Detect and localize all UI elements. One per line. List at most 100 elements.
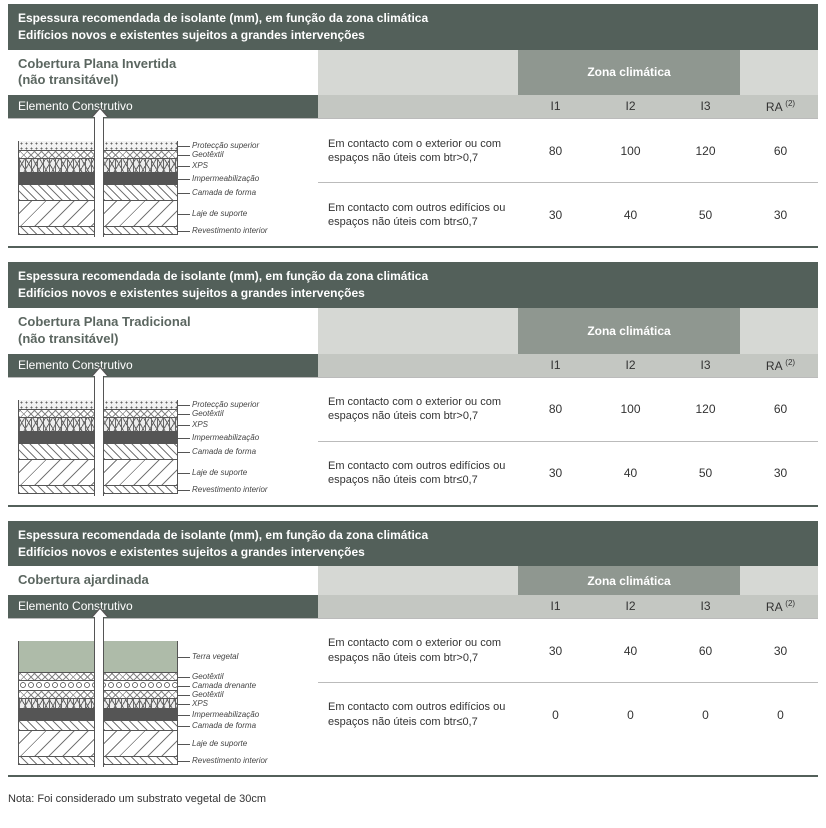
subtitle-row: Cobertura ajardinada Zona climática [8,566,818,595]
header-line-1: Espessura recomendada de isolante (mm), … [18,10,808,27]
value-cell: 120 [668,402,743,416]
value-cell: 30 [743,208,818,222]
col-header: I3 [668,595,743,618]
construction-diagram: Terra vegetalGeotêxtilCamada drenanteGeo… [18,627,298,765]
value-cell: 50 [668,466,743,480]
diagram-layer-label: Protecção superior [178,142,259,150]
header-line-1: Espessura recomendada de isolante (mm), … [18,268,808,285]
arrow-up-icon [94,113,104,237]
value-cell: 30 [743,466,818,480]
column-header-row: Elemento Construtivo I1I2I3RA (2) [8,354,818,377]
panel-note: Nota: Foi considerado um substrato veget… [8,791,818,811]
construction-diagram: Protecção superiorGeotêxtil XPS Impermeabi… [18,127,298,235]
value-cell: 40 [593,208,668,222]
diagram-layer-label: Revestimento interior [178,486,268,494]
diagram-layer-label: Revestimento interior [178,227,268,235]
diagram-layer-label: Geotêxtil [178,691,224,699]
value-cell: 30 [518,644,593,658]
panel-header: Espessura recomendada de isolante (mm), … [8,521,818,567]
diagram-layer-label: Geotêxtil [178,410,224,418]
header-line-2: Edifícios novos e existentes sujeitos a … [18,544,808,561]
diagram-layer-label: Laje de suporte [178,740,247,748]
diagram-layer-label: Laje de suporte [178,469,247,477]
column-header-row: Elemento ConstrutivoI1I2I3RA (2) [8,595,818,618]
row-description: Em contacto com o exterior ou com espaço… [318,628,518,673]
value-cell: 100 [593,402,668,416]
diagram-layer-label: XPS [178,162,208,170]
value-cell: 0 [743,708,818,722]
col-header: I1 [518,354,593,377]
diagram-layer-label: Protecção superior [178,401,259,409]
value-cell: 40 [593,644,668,658]
row-description: Em contacto com outros edifícios ou espa… [318,692,518,737]
value-cell: 50 [668,208,743,222]
diagram-layer-label: XPS [178,700,208,708]
col-header-ra: RA (2) [743,595,818,618]
diagram-layer-label: Geotêxtil [178,151,224,159]
data-row: Em contacto com o exterior ou com espaço… [318,377,818,441]
value-cell: 30 [743,644,818,658]
col-header: I3 [668,354,743,377]
coverage-type: Cobertura ajardinada [18,572,308,589]
data-row: Em contacto com o exterior ou com espaço… [318,618,818,682]
coverage-subtype: (não transitável) [18,331,308,348]
zone-label: Zona climática [518,50,740,96]
header-line-2: Edifícios novos e existentes sujeitos a … [18,27,808,44]
element-header: Elemento Construtivo [8,354,318,377]
row-description: Em contacto com o exterior ou com espaço… [318,387,518,432]
coverage-type: Cobertura Plana Invertida [18,56,308,73]
row-description: Em contacto com o exterior ou com espaço… [318,129,518,174]
row-description: Em contacto com outros edifícios ou espa… [318,193,518,238]
diagram-layer-label: Camada de forma [178,448,256,456]
value-cell: 30 [518,208,593,222]
diagram-layer-label: Revestimento interior [178,757,268,765]
col-header: I2 [593,354,668,377]
diagram-layer-label: Terra vegetal [178,653,238,661]
diagram-layer-label: XPS [178,421,208,429]
value-cell: 60 [743,402,818,416]
coverage-subtype: (não transitável) [18,72,308,89]
insulation-panel: Espessura recomendada de isolante (mm), … [8,262,818,506]
col-header: I3 [668,95,743,118]
col-header: I1 [518,95,593,118]
diagram-layer-label: Laje de suporte [178,210,247,218]
column-header-row: Elemento Construtivo I1I2I3RA (2) [8,95,818,118]
col-header-ra: RA (2) [743,354,818,377]
row-description: Em contacto com outros edifícios ou espa… [318,451,518,496]
element-header: Elemento Construtivo [8,595,318,618]
value-cell: 60 [668,644,743,658]
element-header: Elemento Construtivo [8,95,318,118]
value-cell: 0 [593,708,668,722]
construction-diagram: Protecção superiorGeotêxtil XPS Impermeabi… [18,386,298,494]
value-cell: 30 [518,466,593,480]
zone-label: Zona climática [518,308,740,354]
value-cell: 40 [593,466,668,480]
value-cell: 80 [518,402,593,416]
diagram-layer-label: Camada de forma [178,189,256,197]
data-row: Em contacto com o exterior ou com espaço… [318,118,818,182]
value-cell: 80 [518,144,593,158]
value-cell: 0 [518,708,593,722]
data-row: Em contacto com outros edifícios ou espa… [318,682,818,746]
diagram-layer-label: Impermeabilização [178,434,259,442]
panel-header: Espessura recomendada de isolante (mm), … [8,262,818,308]
diagram-layer-label: Impermeabilização [178,175,259,183]
coverage-type: Cobertura Plana Tradicional [18,314,308,331]
value-cell: 60 [743,144,818,158]
subtitle-row: Cobertura Plana Tradicional(não transitá… [8,308,818,354]
data-row: Em contacto com outros edifícios ou espa… [318,441,818,505]
diagram-layer-label: Camada de forma [178,722,256,730]
arrow-up-icon [94,372,104,496]
arrow-up-icon [94,613,104,767]
insulation-panel: Espessura recomendada de isolante (mm), … [8,521,818,777]
value-cell: 120 [668,144,743,158]
subtitle-row: Cobertura Plana Invertida(não transitáve… [8,50,818,96]
zone-label: Zona climática [518,566,740,595]
col-header: I2 [593,95,668,118]
value-cell: 100 [593,144,668,158]
col-header-ra: RA (2) [743,95,818,118]
header-line-2: Edifícios novos e existentes sujeitos a … [18,285,808,302]
panel-header: Espessura recomendada de isolante (mm), … [8,4,818,50]
data-row: Em contacto com outros edifícios ou espa… [318,182,818,246]
value-cell: 0 [668,708,743,722]
